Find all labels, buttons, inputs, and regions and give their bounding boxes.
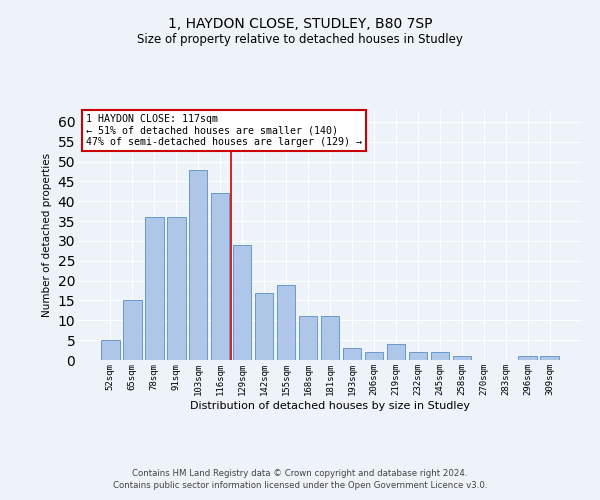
Bar bbox=[123, 300, 142, 360]
Bar bbox=[541, 356, 559, 360]
X-axis label: Distribution of detached houses by size in Studley: Distribution of detached houses by size … bbox=[190, 400, 470, 410]
Bar bbox=[145, 217, 164, 360]
Text: 1 HAYDON CLOSE: 117sqm
← 51% of detached houses are smaller (140)
47% of semi-de: 1 HAYDON CLOSE: 117sqm ← 51% of detached… bbox=[86, 114, 362, 147]
Bar bbox=[101, 340, 119, 360]
Bar bbox=[365, 352, 383, 360]
Bar bbox=[431, 352, 449, 360]
Bar bbox=[189, 170, 208, 360]
Text: Contains HM Land Registry data © Crown copyright and database right 2024.
Contai: Contains HM Land Registry data © Crown c… bbox=[113, 468, 487, 490]
Bar bbox=[233, 245, 251, 360]
Bar bbox=[211, 194, 229, 360]
Bar bbox=[299, 316, 317, 360]
Y-axis label: Number of detached properties: Number of detached properties bbox=[42, 153, 52, 317]
Bar bbox=[518, 356, 537, 360]
Bar bbox=[277, 284, 295, 360]
Bar bbox=[167, 217, 185, 360]
Text: Size of property relative to detached houses in Studley: Size of property relative to detached ho… bbox=[137, 32, 463, 46]
Bar bbox=[409, 352, 427, 360]
Text: 1, HAYDON CLOSE, STUDLEY, B80 7SP: 1, HAYDON CLOSE, STUDLEY, B80 7SP bbox=[168, 18, 432, 32]
Bar bbox=[343, 348, 361, 360]
Bar bbox=[320, 316, 340, 360]
Bar bbox=[452, 356, 471, 360]
Bar bbox=[255, 292, 274, 360]
Bar bbox=[386, 344, 405, 360]
